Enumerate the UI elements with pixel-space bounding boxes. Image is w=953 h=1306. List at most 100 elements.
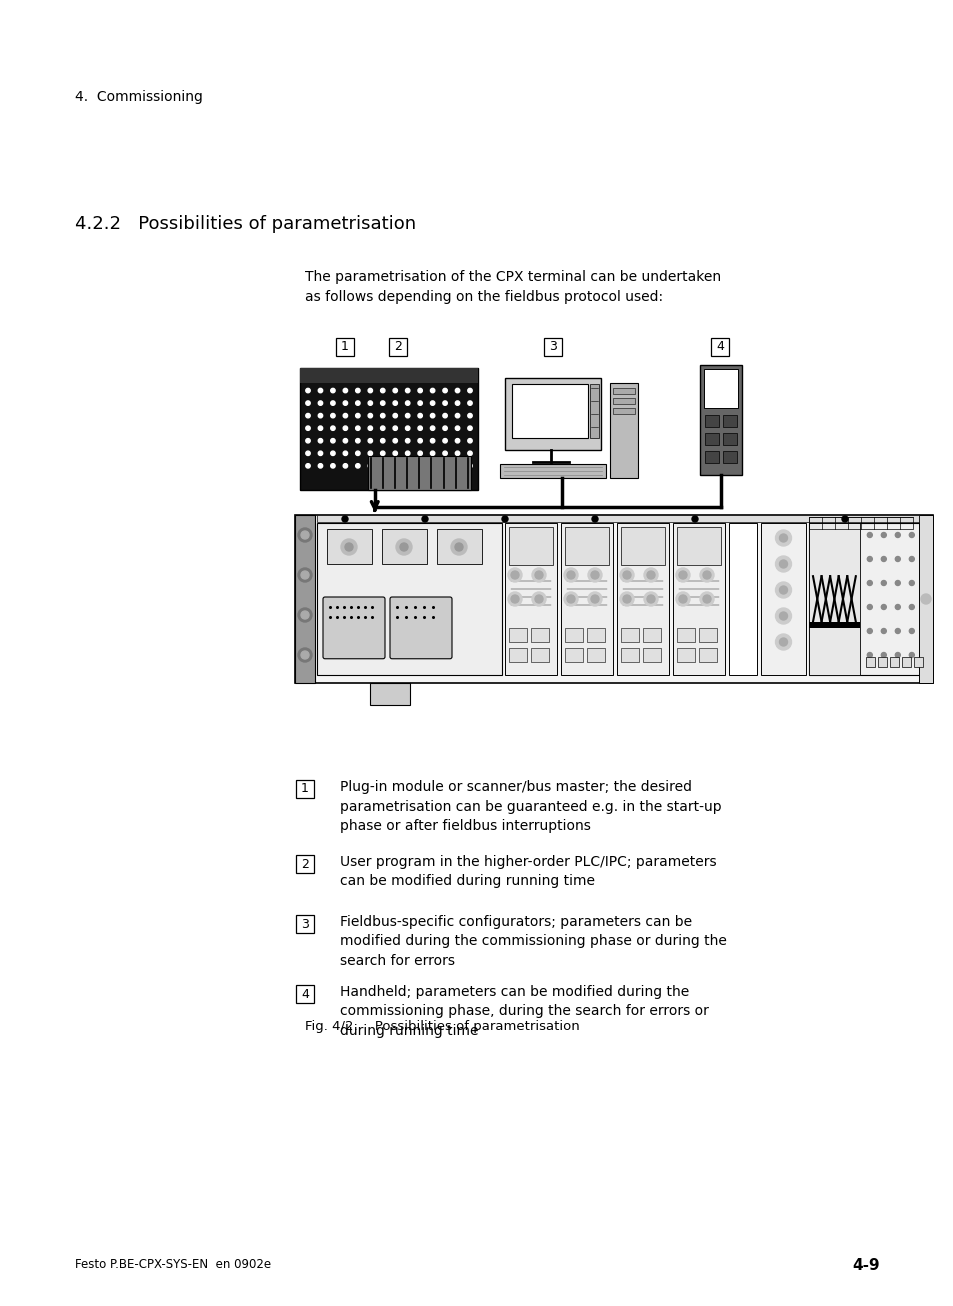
Bar — [316, 515, 918, 522]
Bar — [617, 522, 668, 675]
Circle shape — [702, 596, 710, 603]
Circle shape — [340, 539, 356, 555]
Circle shape — [343, 414, 347, 418]
Circle shape — [355, 388, 359, 393]
Circle shape — [700, 592, 713, 606]
Circle shape — [455, 464, 459, 468]
Bar — [722, 451, 737, 462]
Bar — [620, 628, 639, 643]
Circle shape — [380, 426, 385, 431]
Circle shape — [306, 388, 310, 393]
Circle shape — [355, 451, 359, 456]
Circle shape — [368, 388, 372, 393]
Bar — [509, 648, 526, 662]
Circle shape — [702, 571, 710, 579]
Circle shape — [442, 439, 447, 443]
Bar — [808, 517, 912, 529]
Bar — [613, 398, 635, 404]
Circle shape — [355, 401, 359, 405]
Circle shape — [405, 464, 410, 468]
Bar — [509, 528, 553, 565]
Bar — [722, 432, 737, 444]
Bar — [295, 916, 314, 932]
Circle shape — [467, 451, 472, 456]
Circle shape — [507, 568, 521, 582]
Circle shape — [430, 426, 435, 431]
Bar — [877, 657, 886, 667]
Circle shape — [380, 376, 385, 380]
Text: 2: 2 — [301, 858, 309, 871]
Circle shape — [430, 464, 435, 468]
Circle shape — [881, 556, 885, 562]
Circle shape — [331, 451, 335, 456]
Circle shape — [417, 464, 422, 468]
Bar — [295, 855, 314, 872]
Circle shape — [355, 426, 359, 431]
Circle shape — [894, 556, 900, 562]
Circle shape — [442, 388, 447, 393]
Circle shape — [318, 426, 322, 431]
Circle shape — [532, 568, 545, 582]
Circle shape — [355, 439, 359, 443]
Circle shape — [566, 571, 575, 579]
Circle shape — [866, 653, 871, 657]
Circle shape — [393, 376, 397, 380]
Circle shape — [301, 650, 309, 660]
Circle shape — [467, 376, 472, 380]
Circle shape — [691, 516, 698, 522]
Circle shape — [881, 533, 885, 538]
Circle shape — [866, 533, 871, 538]
Text: 4-9: 4-9 — [851, 1258, 879, 1273]
Bar — [620, 528, 664, 565]
Circle shape — [405, 401, 410, 405]
Bar — [299, 368, 477, 490]
FancyBboxPatch shape — [390, 597, 452, 658]
Circle shape — [306, 376, 310, 380]
Circle shape — [532, 592, 545, 606]
Text: The parametrisation of the CPX terminal can be undertaken
as follows depending o: The parametrisation of the CPX terminal … — [305, 270, 720, 303]
Circle shape — [779, 534, 786, 542]
Circle shape — [405, 414, 410, 418]
Circle shape — [306, 464, 310, 468]
Circle shape — [380, 464, 385, 468]
Circle shape — [566, 596, 575, 603]
Circle shape — [417, 414, 422, 418]
Bar — [543, 338, 561, 357]
Circle shape — [592, 516, 598, 522]
Circle shape — [511, 571, 518, 579]
Circle shape — [442, 414, 447, 418]
FancyBboxPatch shape — [323, 597, 385, 658]
Bar — [728, 522, 757, 675]
Circle shape — [775, 633, 791, 650]
Circle shape — [535, 596, 542, 603]
Circle shape — [442, 426, 447, 431]
Circle shape — [343, 464, 347, 468]
Circle shape — [318, 376, 322, 380]
Circle shape — [587, 568, 601, 582]
Circle shape — [343, 426, 347, 431]
Circle shape — [775, 530, 791, 546]
Circle shape — [455, 388, 459, 393]
Circle shape — [421, 516, 428, 522]
Text: User program in the higher-order PLC/IPC; parameters
can be modified during runn: User program in the higher-order PLC/IPC… — [339, 855, 716, 888]
Bar — [531, 648, 548, 662]
Bar — [609, 383, 638, 478]
Circle shape — [779, 586, 786, 594]
Circle shape — [430, 376, 435, 380]
Circle shape — [894, 533, 900, 538]
Bar — [642, 628, 660, 643]
Circle shape — [467, 401, 472, 405]
Circle shape — [430, 414, 435, 418]
Circle shape — [643, 568, 658, 582]
Circle shape — [700, 568, 713, 582]
Bar — [436, 529, 481, 564]
Bar — [370, 683, 410, 705]
Circle shape — [297, 528, 312, 542]
Circle shape — [894, 653, 900, 657]
Circle shape — [563, 592, 578, 606]
Circle shape — [430, 439, 435, 443]
Bar — [564, 528, 608, 565]
Bar — [586, 648, 604, 662]
Circle shape — [894, 628, 900, 633]
Bar — [316, 522, 501, 675]
